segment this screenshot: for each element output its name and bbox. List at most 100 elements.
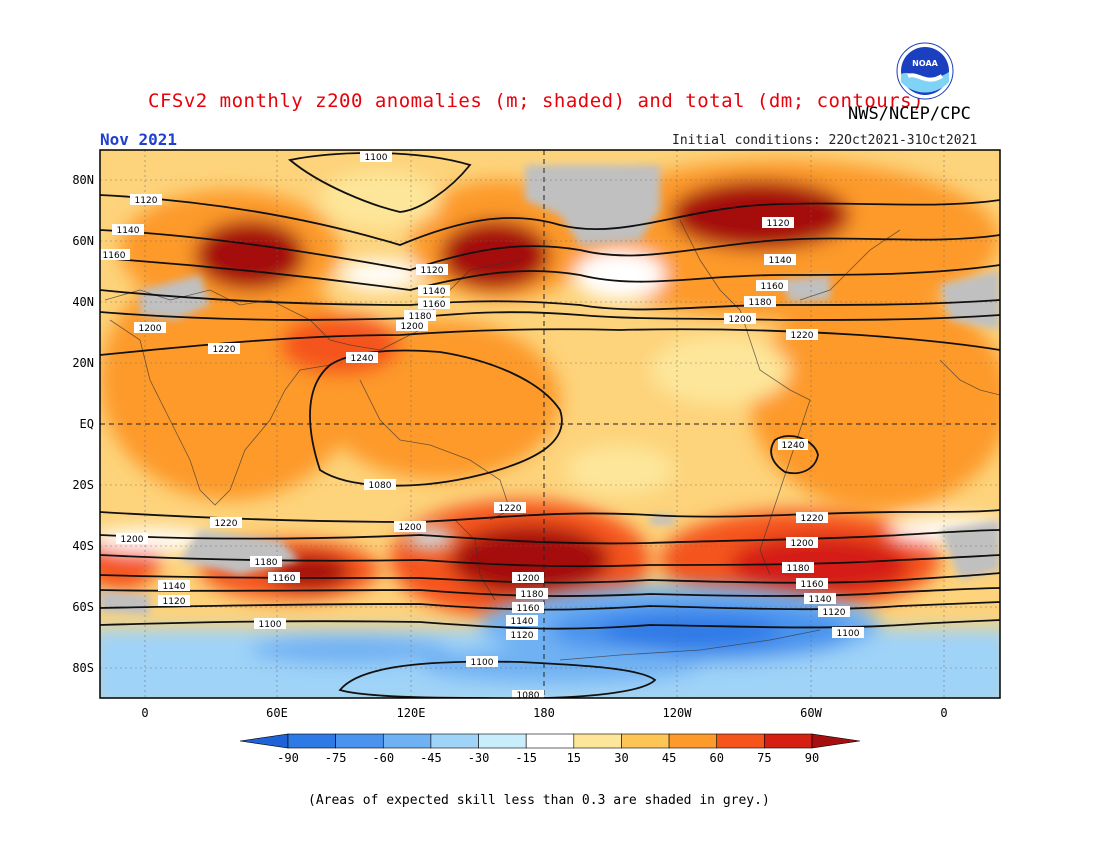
contour-label: 1160 xyxy=(512,602,544,614)
contour-label: 1200 xyxy=(724,313,756,325)
svg-text:1220: 1220 xyxy=(215,519,238,529)
svg-text:1200: 1200 xyxy=(399,523,422,533)
svg-text:1100: 1100 xyxy=(471,658,494,668)
contour-label: 1140 xyxy=(764,254,796,266)
lat-label: 80N xyxy=(72,173,94,187)
colorbar-segment xyxy=(335,733,384,749)
svg-text:1120: 1120 xyxy=(767,219,790,229)
contour-label: 1200 xyxy=(134,322,166,334)
svg-text:1080: 1080 xyxy=(369,481,392,491)
contour-label: 1220 xyxy=(210,517,242,529)
lat-label: 40S xyxy=(72,539,94,553)
colorbar-segment xyxy=(573,733,622,749)
contour-label: 1200 xyxy=(116,533,148,545)
svg-text:1180: 1180 xyxy=(521,590,544,600)
colorbar-tick-label: -45 xyxy=(420,751,442,765)
contour-label: 1120 xyxy=(130,194,162,206)
svg-text:1120: 1120 xyxy=(135,196,158,206)
colorbar-tick-label: -60 xyxy=(372,751,394,765)
contour-label: 1180 xyxy=(516,588,548,600)
svg-text:1220: 1220 xyxy=(213,345,236,355)
colorbar-segment xyxy=(668,733,718,749)
contour-label: 1220 xyxy=(796,512,828,524)
svg-text:1200: 1200 xyxy=(139,324,162,334)
svg-text:1220: 1220 xyxy=(801,514,824,524)
chart-title: CFSv2 monthly z200 anomalies (m; shaded)… xyxy=(148,90,925,112)
lon-label: 120W xyxy=(663,706,693,720)
lon-label: 180 xyxy=(533,706,555,720)
contour-label: 1180 xyxy=(250,556,282,568)
lat-label: 80S xyxy=(72,661,94,675)
longitude-axis: 0 60E 120E 180 120W 60W 0 xyxy=(141,706,947,720)
svg-text:1200: 1200 xyxy=(791,539,814,549)
colorbar-tick-label: -15 xyxy=(515,751,537,765)
latitude-axis: 80N 60N 40N 20N EQ 20S 40S 60S 80S xyxy=(72,173,94,675)
contour-label: 1100 xyxy=(832,627,864,639)
colorbar-segment xyxy=(811,733,861,749)
contour-label: 1160 xyxy=(268,572,300,584)
contour-label: 1160 xyxy=(796,578,828,590)
colorbar-segment xyxy=(382,733,432,749)
svg-text:1100: 1100 xyxy=(259,620,282,630)
contour-label: 1140 xyxy=(112,224,144,236)
svg-text:1240: 1240 xyxy=(782,441,805,451)
lon-label: 0 xyxy=(940,706,947,720)
contour-label: 1100 xyxy=(466,656,498,668)
colorbar-segment xyxy=(430,733,479,749)
svg-text:1180: 1180 xyxy=(255,558,278,568)
agency-label: NWS/NCEP/CPC xyxy=(848,104,971,124)
svg-text:1120: 1120 xyxy=(163,597,186,607)
lat-label: 60S xyxy=(72,600,94,614)
svg-text:1100: 1100 xyxy=(837,629,860,639)
colorbar-segment xyxy=(287,733,336,749)
colorbar-tick-label: -75 xyxy=(325,751,347,765)
contour-label: 1120 xyxy=(416,264,448,276)
colorbar-tick-label: 30 xyxy=(614,751,628,765)
colorbar-tick-label: -90 xyxy=(277,751,299,765)
colorbar-tick-label: -30 xyxy=(468,751,490,765)
contour-label: 1140 xyxy=(506,615,538,627)
colorbar: -90 -75 -60 -45 -30 -15 15 30 45 60 75 90 xyxy=(239,733,861,765)
lat-label: 20N xyxy=(72,356,94,370)
contour-label: 1100 xyxy=(360,151,392,163)
colorbar-segment xyxy=(478,733,527,749)
svg-text:1200: 1200 xyxy=(121,535,144,545)
contour-label: 1120 xyxy=(818,606,850,618)
lat-label: 40N xyxy=(72,295,94,309)
anomaly-shading: 1100 1120 1140 1160 1200 1120 1140 1160 … xyxy=(100,150,1000,698)
contour-label: 1180 xyxy=(404,310,436,322)
contour-label: 1160 xyxy=(756,280,788,292)
colorbar-tick-label: 45 xyxy=(662,751,676,765)
lon-label: 120E xyxy=(397,706,426,720)
contour-label: 1100 xyxy=(254,618,286,630)
contour-label: 1200 xyxy=(786,537,818,549)
lon-label: 60W xyxy=(800,706,822,720)
svg-text:1140: 1140 xyxy=(163,582,186,592)
svg-text:1180: 1180 xyxy=(749,298,772,308)
contour-label: 1120 xyxy=(506,629,538,641)
contour-labels: 1100 1120 1140 1160 1200 1120 1140 1160 … xyxy=(100,151,864,698)
svg-text:1200: 1200 xyxy=(517,574,540,584)
contour-label: 1140 xyxy=(804,593,836,605)
colorbar-segment xyxy=(764,733,813,749)
svg-text:1140: 1140 xyxy=(511,617,534,627)
svg-text:1160: 1160 xyxy=(761,282,784,292)
colorbar-segment xyxy=(621,733,670,749)
lat-label: 60N xyxy=(72,234,94,248)
svg-text:1140: 1140 xyxy=(117,226,140,236)
colorbar-tick-label: 75 xyxy=(757,751,771,765)
svg-text:1100: 1100 xyxy=(365,153,388,163)
contour-label: 1160 xyxy=(100,249,130,261)
svg-text:1160: 1160 xyxy=(273,574,296,584)
initial-conditions: Initial conditions: 22Oct2021-31Oct2021 xyxy=(672,133,978,148)
svg-text:1160: 1160 xyxy=(423,300,446,310)
svg-text:1120: 1120 xyxy=(511,631,534,641)
svg-text:1220: 1220 xyxy=(791,331,814,341)
svg-text:1180: 1180 xyxy=(409,312,432,322)
svg-text:1120: 1120 xyxy=(823,608,846,618)
contour-label: 1200 xyxy=(512,572,544,584)
lat-label: EQ xyxy=(80,417,94,431)
svg-text:1160: 1160 xyxy=(103,251,126,261)
lat-label: 20S xyxy=(72,478,94,492)
